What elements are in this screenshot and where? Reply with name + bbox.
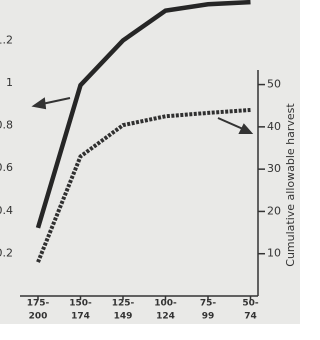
y2-tick-label: 40 <box>267 120 281 133</box>
y2-tick-label: 50 <box>267 78 281 91</box>
x-tick-label: 174 <box>71 312 90 322</box>
x-tick-label: 99 <box>202 312 215 322</box>
series-line <box>36 107 251 263</box>
paper <box>0 0 300 324</box>
annotation-arrows <box>31 97 254 134</box>
x-tick-label: 125- <box>112 299 135 309</box>
y-tick-label: 0.2 <box>0 246 13 259</box>
x-tick-label: 124 <box>156 312 175 322</box>
y2-axis-label: Cumulative allowable harvest <box>284 103 297 267</box>
y2-tick-label: 10 <box>267 247 281 260</box>
series-line <box>35 0 251 229</box>
y-tick-label: 0.8 <box>0 119 13 132</box>
x-tick-label: 200 <box>29 312 48 322</box>
x-tick-label: 50- <box>242 299 259 309</box>
y-tick-label: 1 <box>6 76 13 89</box>
y2-tick-label: 20 <box>267 204 281 217</box>
x-tick-label: 75- <box>200 299 217 309</box>
y-tick-label: 0.6 <box>0 161 13 174</box>
x-tick-label: 100- <box>154 299 177 309</box>
x-tick-label: 175- <box>27 299 50 309</box>
y-tick-label: 0.4 <box>0 204 13 217</box>
x-tick-label: 74 <box>244 312 257 322</box>
x-tick-label: 150- <box>69 299 92 309</box>
x-tick-label: 149 <box>114 312 133 322</box>
y2-tick-label: 30 <box>267 162 281 175</box>
y-tick-label: 1.2 <box>0 33 13 46</box>
chart: Cumulative allowable harvest 0.2 0.4 0.6 0.… <box>0 0 300 324</box>
